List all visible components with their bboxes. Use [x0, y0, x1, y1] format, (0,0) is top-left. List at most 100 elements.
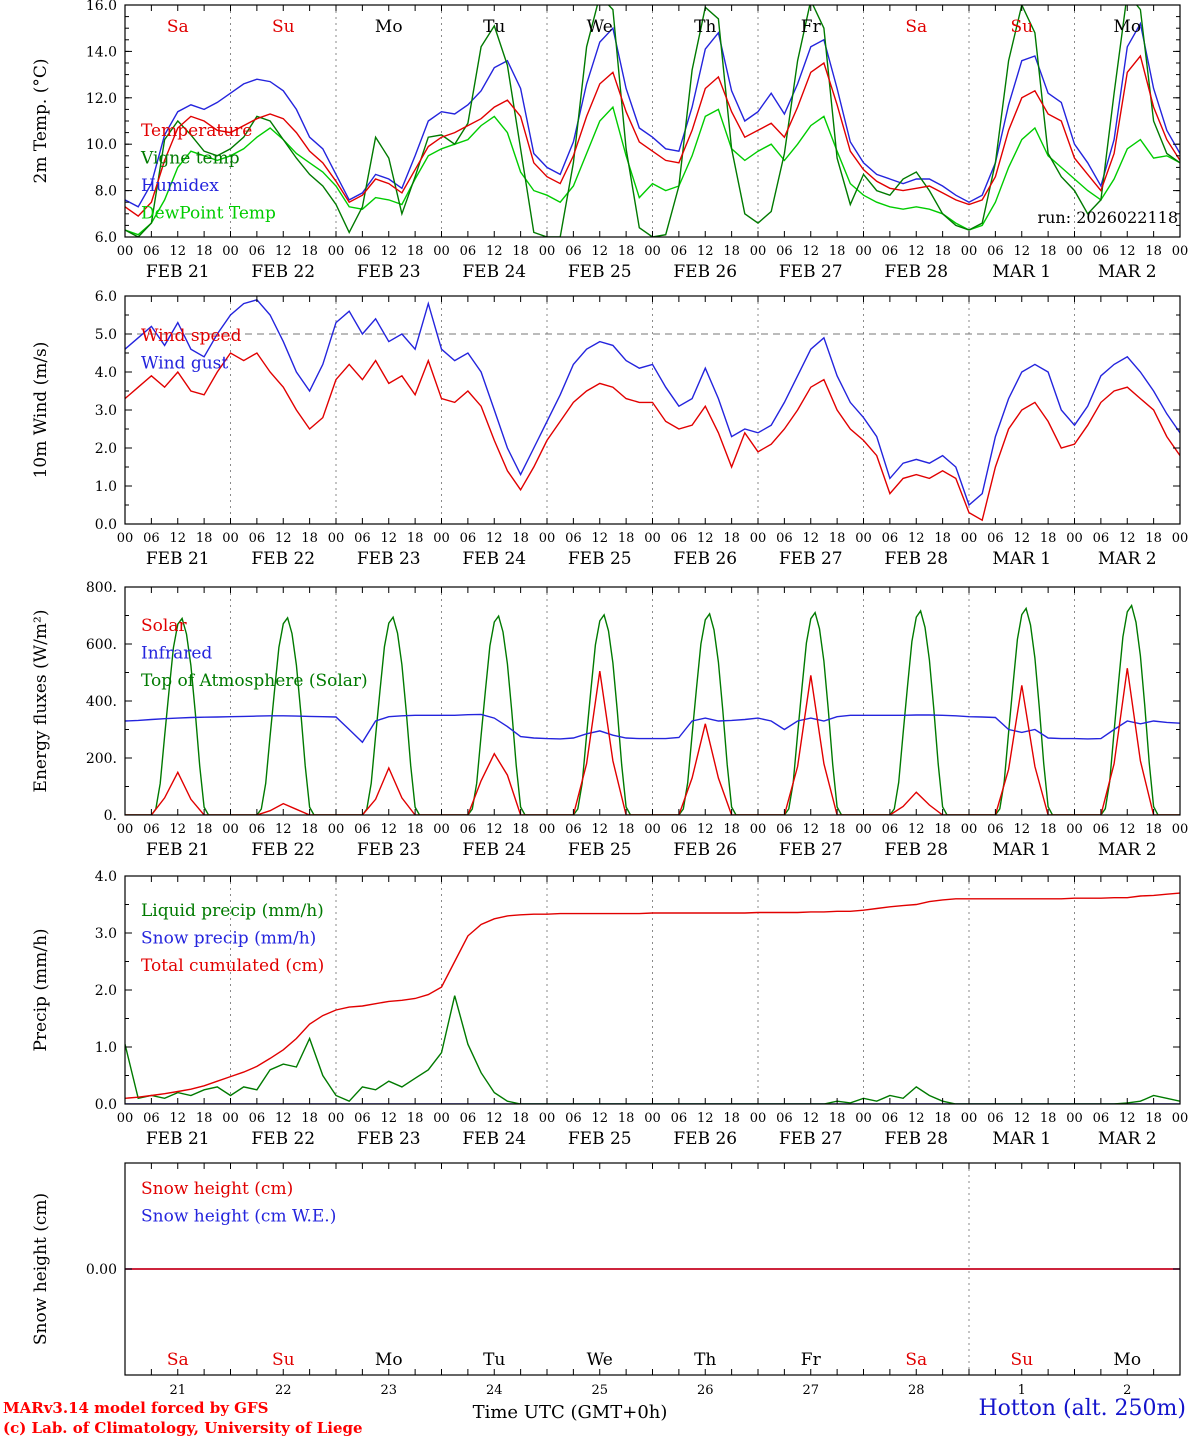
hour-tick-label: 00 — [855, 822, 872, 837]
hour-tick-label: 06 — [987, 1111, 1004, 1126]
station-altitude-label: Hotton (alt. 250m) — [978, 1396, 1186, 1421]
hour-tick-label: 12 — [380, 1111, 397, 1126]
hour-tick-label: 00 — [961, 1111, 978, 1126]
hour-tick-label: 18 — [512, 822, 529, 837]
day-of-week-label: Mo — [375, 17, 403, 37]
hour-tick-label: 18 — [512, 244, 529, 259]
y-tick-label: 16.0 — [86, 0, 117, 14]
hour-tick-label: 12 — [275, 244, 292, 259]
day-number-label: 25 — [591, 1383, 608, 1398]
hour-tick-label: 00 — [328, 244, 345, 259]
legend-infrared: Infrared — [141, 644, 212, 664]
series-wind-gust-line — [125, 299, 1180, 507]
hour-tick-label: 06 — [565, 244, 582, 259]
y-tick-label: 4.0 — [95, 869, 117, 885]
y-tick-label: 10.0 — [86, 137, 117, 153]
hour-tick-label: 12 — [1119, 822, 1136, 837]
hour-tick-label: 18 — [934, 244, 951, 259]
hour-tick-label: 18 — [934, 531, 951, 546]
hour-tick-label: 12 — [169, 531, 186, 546]
hour-tick-label: 06 — [143, 531, 160, 546]
hour-tick-label: 06 — [460, 531, 477, 546]
hour-tick-label: 00 — [328, 1111, 345, 1126]
day-number-label: 26 — [697, 1383, 714, 1398]
legend-top-of-atmosphere-solar: Top of Atmosphere (Solar) — [141, 671, 368, 691]
legend-snow-precip-mm-h: Snow precip (mm/h) — [141, 929, 316, 949]
hour-tick-label: 12 — [380, 244, 397, 259]
hour-tick-label: 00 — [750, 822, 767, 837]
y-tick-label: 0.00 — [86, 1262, 117, 1278]
hour-tick-label: 18 — [301, 531, 318, 546]
hour-tick-label: 12 — [697, 531, 714, 546]
day-number-label: 28 — [908, 1383, 925, 1398]
hour-tick-label: 18 — [1145, 244, 1162, 259]
hour-tick-label: 06 — [565, 531, 582, 546]
day-of-week-label: Sa — [905, 17, 927, 37]
day-number-label: 23 — [380, 1383, 397, 1398]
y-tick-label: 14.0 — [86, 44, 117, 60]
hour-tick-label: 18 — [723, 822, 740, 837]
hour-tick-label: 12 — [1119, 531, 1136, 546]
date-label: FEB 27 — [779, 1129, 843, 1149]
y-tick-label: 6.0 — [95, 230, 117, 246]
y-tick-label: 1.0 — [95, 479, 117, 495]
y-tick-label: 3.0 — [95, 926, 117, 942]
series-humidex-line — [125, 21, 1180, 208]
legend-humidex: Humidex — [141, 176, 219, 196]
hour-tick-label: 06 — [354, 1111, 371, 1126]
day-of-week-label: Mo — [375, 1350, 403, 1370]
hour-tick-label: 06 — [1093, 822, 1110, 837]
day-of-week-label: Tu — [483, 1350, 505, 1370]
hour-tick-label: 18 — [618, 822, 635, 837]
hour-tick-label: 06 — [987, 531, 1004, 546]
y-tick-label: 12.0 — [86, 91, 117, 107]
hour-tick-label: 00 — [644, 531, 661, 546]
y-tick-label: 5.0 — [95, 327, 117, 343]
date-label: FEB 28 — [884, 549, 948, 569]
hour-tick-label: 00 — [117, 822, 134, 837]
hour-tick-label: 18 — [934, 822, 951, 837]
hour-tick-label: 00 — [1066, 822, 1083, 837]
series-vigne-temp-line — [125, 5, 1180, 237]
hour-tick-label: 12 — [908, 531, 925, 546]
date-label: MAR 2 — [1098, 549, 1157, 569]
hour-tick-label: 12 — [591, 822, 608, 837]
hour-tick-label: 06 — [143, 822, 160, 837]
hour-tick-label: 06 — [249, 1111, 266, 1126]
day-of-week-label: Sa — [905, 1350, 927, 1370]
hour-tick-label: 12 — [697, 1111, 714, 1126]
hour-tick-label: 18 — [512, 1111, 529, 1126]
date-label: FEB 28 — [884, 1129, 948, 1149]
y-tick-label: 8.0 — [95, 184, 117, 200]
series-total-cumulated-cm-line — [125, 892, 1180, 1099]
hour-tick-label: 06 — [882, 244, 899, 259]
day-of-week-label: Fr — [801, 1350, 822, 1370]
date-label: FEB 22 — [251, 549, 315, 569]
y-axis-label: Energy fluxes (W/m²) — [31, 610, 51, 793]
hour-tick-label: 00 — [1172, 1111, 1189, 1126]
x-axis-title: Time UTC (GMT+0h) — [472, 1402, 668, 1423]
series-wind-speed-line — [125, 352, 1180, 522]
y-tick-label: 4.0 — [95, 365, 117, 381]
hour-tick-label: 00 — [1066, 244, 1083, 259]
hour-tick-label: 06 — [460, 822, 477, 837]
hour-tick-label: 06 — [565, 1111, 582, 1126]
date-label: FEB 21 — [146, 262, 210, 282]
legend-snow-height-cm: Snow height (cm) — [141, 1179, 293, 1199]
day-of-week-label: Su — [1010, 1350, 1033, 1370]
hour-tick-label: 06 — [671, 1111, 688, 1126]
day-number-label: 21 — [169, 1383, 186, 1398]
legend-snow-height-cm-w-e: Snow height (cm W.E.) — [141, 1207, 336, 1227]
date-label: MAR 2 — [1098, 1129, 1157, 1149]
day-number-label: 22 — [275, 1383, 292, 1398]
date-label: FEB 21 — [146, 549, 210, 569]
hour-tick-label: 00 — [855, 244, 872, 259]
y-axis-label: Precip (mm/h) — [31, 928, 51, 1051]
date-label: FEB 23 — [357, 549, 421, 569]
hour-tick-label: 06 — [776, 822, 793, 837]
y-tick-label: 600. — [86, 637, 117, 653]
hour-tick-label: 18 — [407, 822, 424, 837]
hour-tick-label: 06 — [1093, 531, 1110, 546]
credit-line-1: MARv3.14 model forced by GFS — [3, 1399, 269, 1417]
date-label: FEB 22 — [251, 262, 315, 282]
